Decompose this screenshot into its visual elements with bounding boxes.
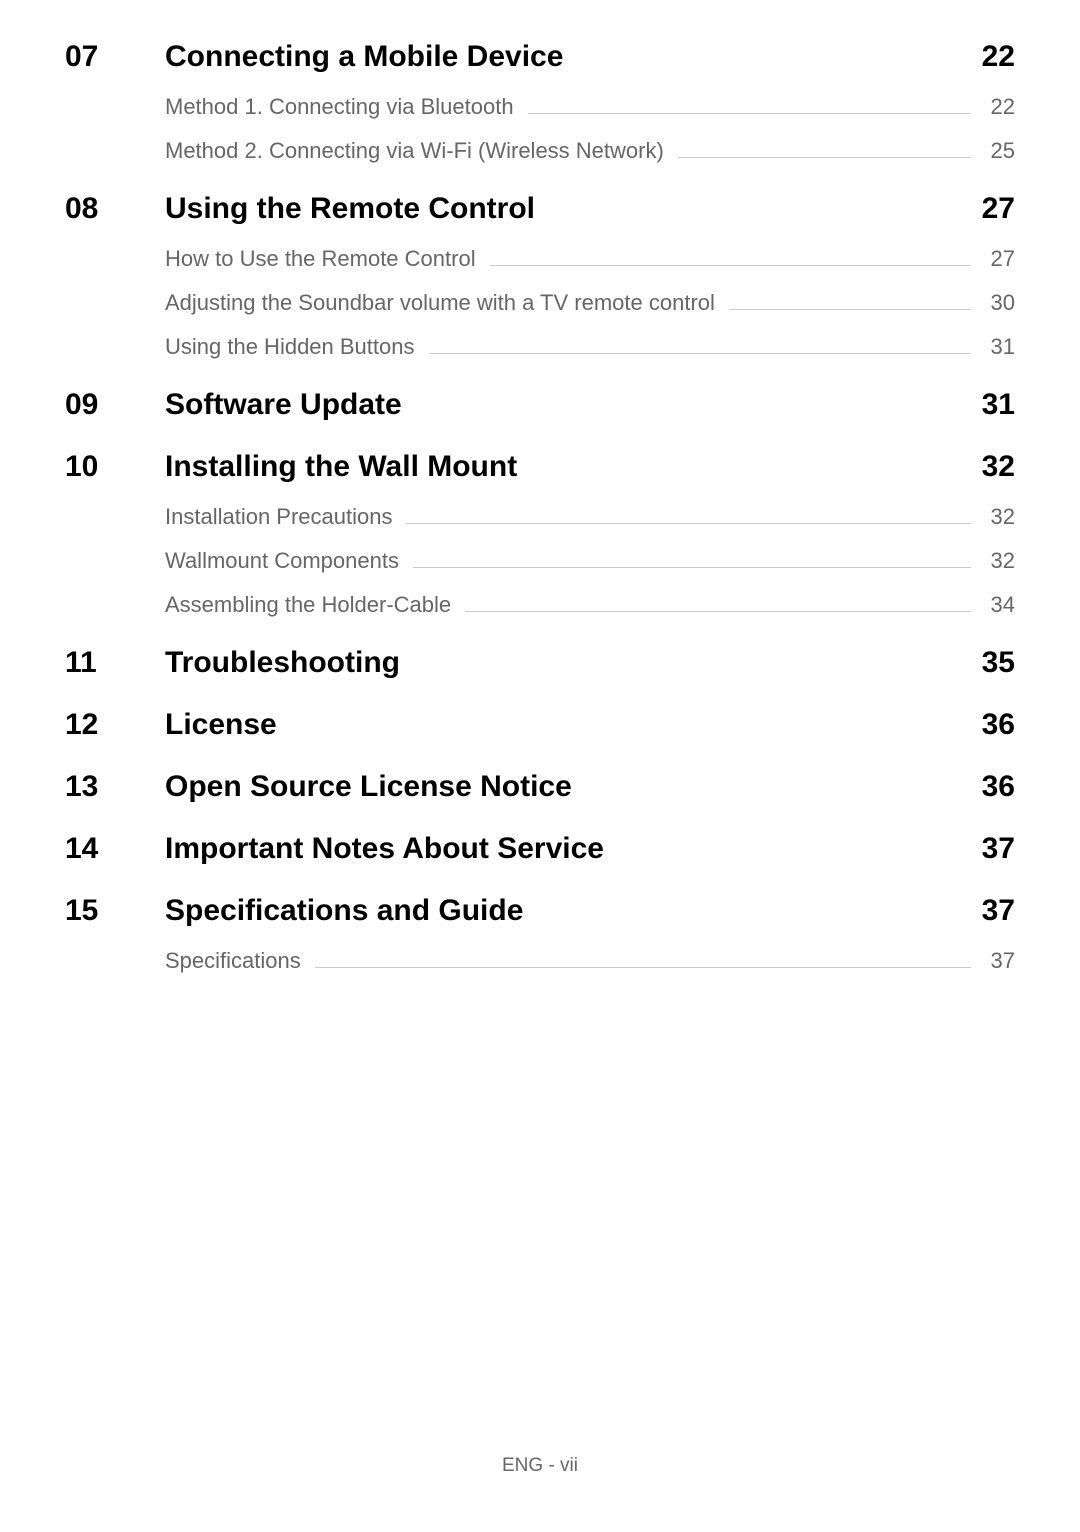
section-header[interactable]: 10Installing the Wall Mount32 [65,450,1015,484]
section-header[interactable]: 12License36 [65,708,1015,742]
section-header[interactable]: 11Troubleshooting35 [65,646,1015,680]
leader-line [528,113,971,114]
leader-line [729,309,971,310]
leader-line [465,611,971,612]
toc-section: 10Installing the Wall Mount32Installatio… [65,450,1015,618]
page-footer: ENG - vii [0,1455,1080,1477]
subsection-title: Specifications [165,948,301,974]
section-page: 31 [982,388,1015,422]
section-title: Important Notes About Service [165,832,982,866]
subsection-row[interactable]: Specifications 37 [65,948,1015,974]
section-title: License [165,708,982,742]
toc-section: 12License36 [65,708,1015,742]
section-header[interactable]: 09Software Update31 [65,388,1015,422]
section-title: Connecting a Mobile Device [165,40,982,74]
section-page: 36 [982,708,1015,742]
leader-line [406,523,971,524]
subsection-row[interactable]: Method 1. Connecting via Bluetooth 22 [65,94,1015,120]
section-header[interactable]: 15Specifications and Guide37 [65,894,1015,928]
section-title: Specifications and Guide [165,894,982,928]
subsection-title: Wallmount Components [165,548,399,574]
leader-line [413,567,971,568]
section-number: 15 [65,894,165,928]
subsection-row[interactable]: Using the Hidden Buttons 31 [65,334,1015,360]
subsection-title: Assembling the Holder-Cable [165,592,451,618]
section-title: Using the Remote Control [165,192,982,226]
leader-line [678,157,971,158]
subsection-title: Installation Precautions [165,504,392,530]
toc-section: 09Software Update31 [65,388,1015,422]
subsection-title: Method 1. Connecting via Bluetooth [165,94,514,120]
subsection-row[interactable]: Method 2. Connecting via Wi-Fi (Wireless… [65,138,1015,164]
section-header[interactable]: 08Using the Remote Control27 [65,192,1015,226]
subsection-page: 34 [985,592,1015,618]
subsection-row[interactable]: Wallmount Components 32 [65,548,1015,574]
subsection-page: 31 [985,334,1015,360]
section-title: Troubleshooting [165,646,982,680]
subsection-page: 32 [985,548,1015,574]
section-number: 08 [65,192,165,226]
toc-section: 15Specifications and Guide37Specificatio… [65,894,1015,974]
subsection-row[interactable]: Installation Precautions 32 [65,504,1015,530]
section-number: 07 [65,40,165,74]
section-number: 10 [65,450,165,484]
subsection-page: 27 [985,246,1015,272]
subsection-page: 32 [985,504,1015,530]
section-number: 11 [65,646,165,680]
section-page: 22 [982,40,1015,74]
section-page: 37 [982,832,1015,866]
section-page: 37 [982,894,1015,928]
subsection-title: Using the Hidden Buttons [165,334,415,360]
section-number: 14 [65,832,165,866]
subsection-row[interactable]: Adjusting the Soundbar volume with a TV … [65,290,1015,316]
section-title: Installing the Wall Mount [165,450,982,484]
section-title: Open Source License Notice [165,770,982,804]
section-header[interactable]: 13Open Source License Notice36 [65,770,1015,804]
subsection-title: Adjusting the Soundbar volume with a TV … [165,290,715,316]
subsection-page: 37 [985,948,1015,974]
section-number: 13 [65,770,165,804]
section-header[interactable]: 14Important Notes About Service37 [65,832,1015,866]
leader-line [429,353,972,354]
section-number: 12 [65,708,165,742]
section-page: 35 [982,646,1015,680]
subsection-page: 30 [985,290,1015,316]
table-of-contents: 07Connecting a Mobile Device22Method 1. … [65,40,1015,974]
subsection-page: 22 [985,94,1015,120]
section-page: 36 [982,770,1015,804]
leader-line [490,265,971,266]
section-title: Software Update [165,388,982,422]
toc-section: 08Using the Remote Control27How to Use t… [65,192,1015,360]
subsection-title: How to Use the Remote Control [165,246,476,272]
subsection-page: 25 [985,138,1015,164]
toc-section: 13Open Source License Notice36 [65,770,1015,804]
section-header[interactable]: 07Connecting a Mobile Device22 [65,40,1015,74]
section-number: 09 [65,388,165,422]
leader-line [315,967,971,968]
toc-section: 07Connecting a Mobile Device22Method 1. … [65,40,1015,164]
subsection-row[interactable]: How to Use the Remote Control 27 [65,246,1015,272]
subsection-row[interactable]: Assembling the Holder-Cable 34 [65,592,1015,618]
toc-section: 14Important Notes About Service37 [65,832,1015,866]
toc-section: 11Troubleshooting35 [65,646,1015,680]
section-page: 32 [982,450,1015,484]
section-page: 27 [982,192,1015,226]
subsection-title: Method 2. Connecting via Wi-Fi (Wireless… [165,138,664,164]
